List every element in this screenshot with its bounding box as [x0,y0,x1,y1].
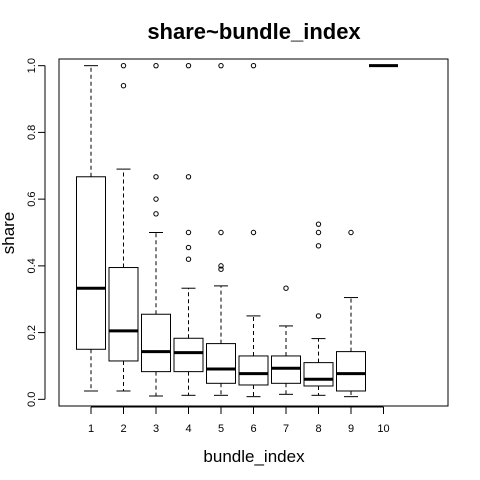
outlier-point [185,244,192,251]
outlier-point [315,243,322,249]
outlier-point [185,174,192,180]
outlier-point [153,211,159,217]
box-body [108,267,139,362]
boxes-group [76,62,398,398]
y-tick-label: 0.4 [26,258,38,273]
box-8 [303,221,334,396]
box-3 [141,62,171,397]
y-tick-label: 0.2 [26,325,38,340]
outlier-point [120,62,127,69]
outlier-point [315,313,322,319]
y-axis: 0.0 0.2 0.4 0.6 0.8 1.0 [26,58,46,407]
outlier-point [153,62,159,69]
box-2 [108,62,139,392]
x-tick-label: 6 [250,423,256,435]
box-body [206,343,236,384]
x-tick-label: 5 [218,423,224,435]
x-tick-label: 3 [153,423,159,435]
box-1 [76,65,106,392]
outlier-point [315,229,322,236]
x-tick-label: 2 [120,423,126,435]
box-6 [238,62,269,398]
box-5 [206,62,236,396]
y-axis-label: share [0,212,18,255]
x-axis-label: bundle_index [203,447,305,466]
x-tick-label: 4 [185,423,191,435]
x-tick-label: 9 [348,423,354,435]
y-tick-label: 0.0 [26,392,38,407]
box-body [238,355,269,386]
box-body [303,362,334,387]
box-7 [271,285,301,395]
x-tick-label: 1 [88,423,94,435]
x-tick-label: 8 [315,423,321,435]
outlier-point [348,229,354,236]
x-tick-label: 7 [283,423,289,435]
box-4 [173,62,204,396]
outlier-point [283,285,289,291]
box-body [336,351,366,392]
outlier-point [153,196,159,202]
outlier-point [250,62,257,69]
box-body [76,176,106,350]
outlier-point [218,263,224,269]
outlier-point [218,229,224,236]
y-tick-label: 1.0 [26,58,38,73]
outlier-point [153,174,159,180]
outlier-point [185,229,192,236]
y-tick-label: 0.6 [26,191,38,206]
box-9 [336,229,366,398]
outlier-point [218,62,224,69]
box-body [141,313,171,373]
outlier-point [120,82,127,89]
chart-title: share~bundle_index [147,19,361,44]
outlier-point [185,256,192,262]
x-tick-label: 10 [377,423,389,435]
y-tick-label: 0.8 [26,125,38,140]
box-body [173,337,204,373]
outlier-point [315,221,322,227]
outlier-point [185,62,192,69]
x-axis: 1 2 3 4 5 6 7 8 9 10 [88,406,390,435]
outlier-point [250,229,257,236]
outlier-point [218,266,224,272]
plot-frame [58,58,449,407]
